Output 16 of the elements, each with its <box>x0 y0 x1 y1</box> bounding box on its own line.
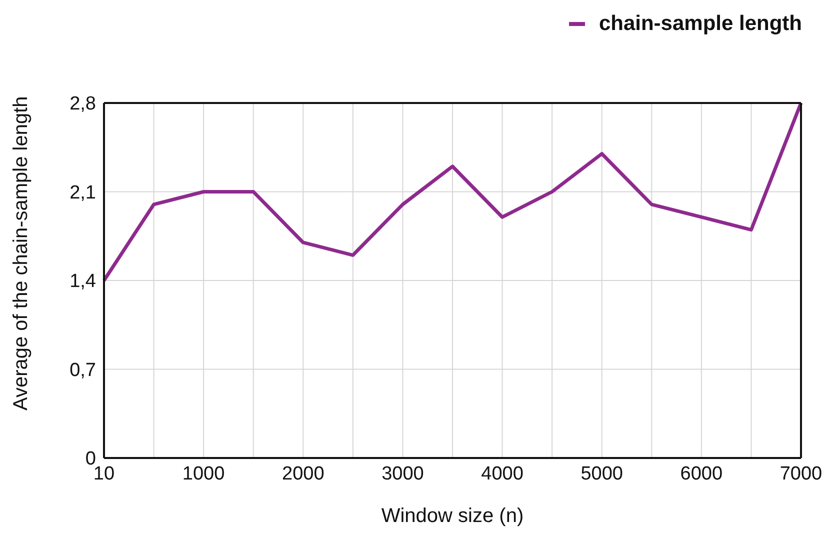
y-tick-label: 2,1 <box>70 182 96 204</box>
x-tick-label: 7000 <box>780 463 822 484</box>
x-tick-label: 6000 <box>680 463 723 484</box>
y-tick-label: 0 <box>85 448 96 470</box>
y-tick-label: 2,8 <box>70 94 96 115</box>
x-tick-label: 5000 <box>580 463 623 484</box>
x-tick-label: 2000 <box>282 463 324 484</box>
y-tick-label: 0,7 <box>70 360 96 381</box>
x-tick-label: 4000 <box>481 463 524 484</box>
x-tick-label: 1000 <box>182 463 225 484</box>
x-axis-title: Window size (n) <box>381 505 524 527</box>
y-axis-title: Average of the chain-sample length <box>10 96 32 410</box>
x-tick-label: 3000 <box>382 463 424 484</box>
x-tick-label: 10 <box>93 463 115 484</box>
legend-label: chain-sample length <box>598 12 802 36</box>
y-tick-label: 1,4 <box>70 271 96 292</box>
